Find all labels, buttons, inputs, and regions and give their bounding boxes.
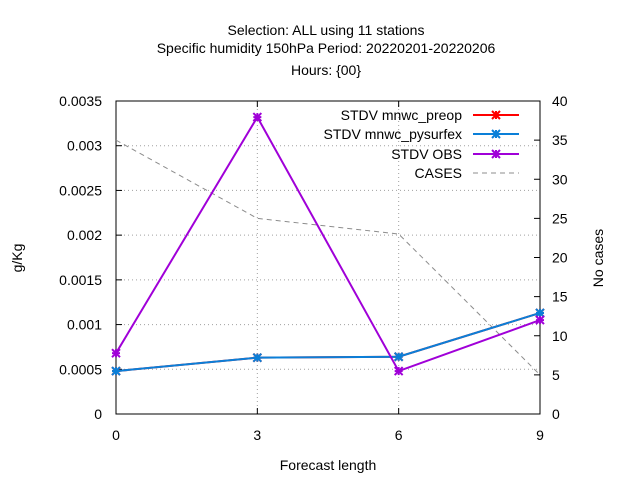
data-point-stdv-mnwc-pysurfex bbox=[393, 352, 404, 362]
y-tick-label: 0.002 bbox=[67, 227, 102, 243]
data-point-stdv-obs bbox=[535, 315, 545, 325]
data-point-stdv-mnwc-pysurfex bbox=[252, 352, 263, 363]
x-axis-label: Forecast length bbox=[280, 457, 377, 473]
y-axis: 0 0.0005 0.001 0.0015 0.002 0.0025 0.003 0.0035 bbox=[59, 93, 122, 422]
marker-stroke bbox=[535, 308, 545, 318]
series-line-stdv-obs bbox=[115, 115, 541, 373]
legend: STDV mnwc_preop STDV mnwc_pysurfex STDV OB… bbox=[324, 107, 519, 181]
marker-stroke bbox=[491, 129, 501, 139]
legend-marker bbox=[491, 149, 501, 159]
marker-stroke bbox=[393, 352, 404, 362]
y2-tick-label: 20 bbox=[552, 250, 568, 266]
y2-tick-label: 10 bbox=[552, 328, 568, 344]
y-axis-label: g/Kg bbox=[9, 244, 25, 273]
x-tick-label: 6 bbox=[395, 427, 403, 443]
series-line-cases bbox=[115, 139, 541, 376]
y2-tick-label: 35 bbox=[552, 132, 568, 148]
y-tick-label: 0.0015 bbox=[59, 272, 102, 288]
marker-stroke bbox=[252, 352, 263, 363]
data-point-stdv-obs bbox=[393, 366, 404, 376]
y2-tick-label: 30 bbox=[552, 171, 568, 187]
x-tick-label: 3 bbox=[253, 427, 261, 443]
y-tick-label: 0.0025 bbox=[59, 182, 102, 198]
chart-title: Selection: ALL using 11 stations Specific… bbox=[157, 22, 496, 78]
marker-stroke bbox=[535, 315, 545, 325]
data-point-stdv-obs bbox=[252, 112, 263, 122]
y2-axis: 0 5 10 15 20 25 30 35 40 bbox=[534, 93, 568, 422]
data-point-stdv-mnwc-pysurfex bbox=[535, 308, 545, 318]
y-tick-label: 0 bbox=[94, 406, 102, 422]
y2-tick-label: 0 bbox=[552, 406, 560, 422]
marker-stroke bbox=[393, 366, 404, 376]
y-tick-label: 0.003 bbox=[67, 138, 102, 154]
data-point-stdv-obs bbox=[111, 348, 121, 358]
data-point-stdv-mnwc-pysurfex bbox=[111, 366, 121, 376]
legend-marker bbox=[491, 129, 501, 139]
series bbox=[111, 112, 545, 376]
legend-label: STDV mnwc_pysurfex bbox=[324, 126, 462, 142]
x-tick-label: 0 bbox=[112, 427, 120, 443]
y-tick-label: 0.0035 bbox=[59, 93, 102, 109]
plot-frame bbox=[115, 100, 541, 415]
marker-stroke bbox=[491, 110, 501, 120]
marker-stroke bbox=[491, 149, 501, 159]
chart-title-line: Specific humidity 150hPa Period: 2022020… bbox=[157, 40, 496, 56]
grid bbox=[116, 101, 540, 414]
legend-label: STDV OBS bbox=[391, 146, 462, 162]
y-tick-label: 0.0005 bbox=[59, 361, 102, 377]
y-tick-label: 0.001 bbox=[67, 317, 102, 333]
chart-title-line: Hours: {00} bbox=[291, 62, 361, 78]
legend-label: CASES bbox=[415, 165, 462, 181]
marker-stroke bbox=[252, 112, 263, 122]
series-line-stdv-mnwc-pysurfex bbox=[115, 311, 541, 373]
y2-axis-label: No cases bbox=[590, 229, 606, 287]
marker-stroke bbox=[111, 348, 121, 358]
y2-tick-label: 25 bbox=[552, 210, 568, 226]
y2-tick-label: 15 bbox=[552, 289, 568, 305]
x-axis: 0 3 6 9 bbox=[112, 101, 544, 443]
legend-label: STDV mnwc_preop bbox=[341, 107, 463, 123]
y2-tick-label: 5 bbox=[552, 367, 560, 383]
x-tick-label: 9 bbox=[536, 427, 544, 443]
legend-marker bbox=[491, 110, 501, 120]
marker-stroke bbox=[111, 366, 121, 376]
chart-title-line: Selection: ALL using 11 stations bbox=[228, 22, 425, 38]
y2-tick-label: 40 bbox=[552, 93, 568, 109]
